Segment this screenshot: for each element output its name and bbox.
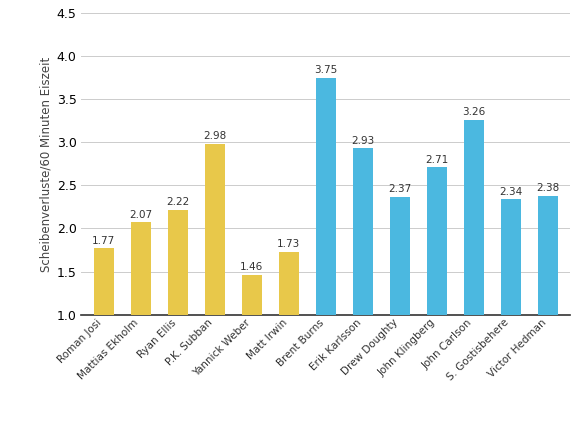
Bar (501, 199, 521, 315)
Text: 2.71: 2.71 (425, 155, 449, 165)
Text: 2.93: 2.93 (352, 136, 375, 146)
Bar (464, 120, 484, 315)
Text: 2.22: 2.22 (166, 197, 189, 207)
Bar (168, 209, 188, 315)
Bar (315, 78, 336, 315)
Text: 3.75: 3.75 (314, 65, 338, 75)
Bar (279, 252, 299, 315)
Bar (538, 196, 558, 315)
Text: 1.73: 1.73 (277, 239, 300, 249)
Text: 1.46: 1.46 (240, 263, 264, 272)
Bar (94, 248, 114, 315)
Text: 2.37: 2.37 (388, 184, 411, 194)
Text: 2.07: 2.07 (129, 210, 152, 220)
Text: 2.34: 2.34 (499, 187, 523, 197)
Bar (242, 275, 262, 315)
Text: 1.77: 1.77 (92, 236, 115, 246)
Text: 3.26: 3.26 (463, 108, 486, 118)
Bar (130, 222, 151, 315)
Bar (427, 167, 447, 315)
Text: 2.98: 2.98 (203, 132, 226, 142)
Bar (353, 149, 373, 315)
Bar (205, 144, 225, 315)
Bar (390, 197, 410, 315)
Text: 2.38: 2.38 (537, 183, 560, 193)
Y-axis label: Scheibenverluste/60 Minuten Eiszeit: Scheibenverluste/60 Minuten Eiszeit (40, 56, 52, 271)
